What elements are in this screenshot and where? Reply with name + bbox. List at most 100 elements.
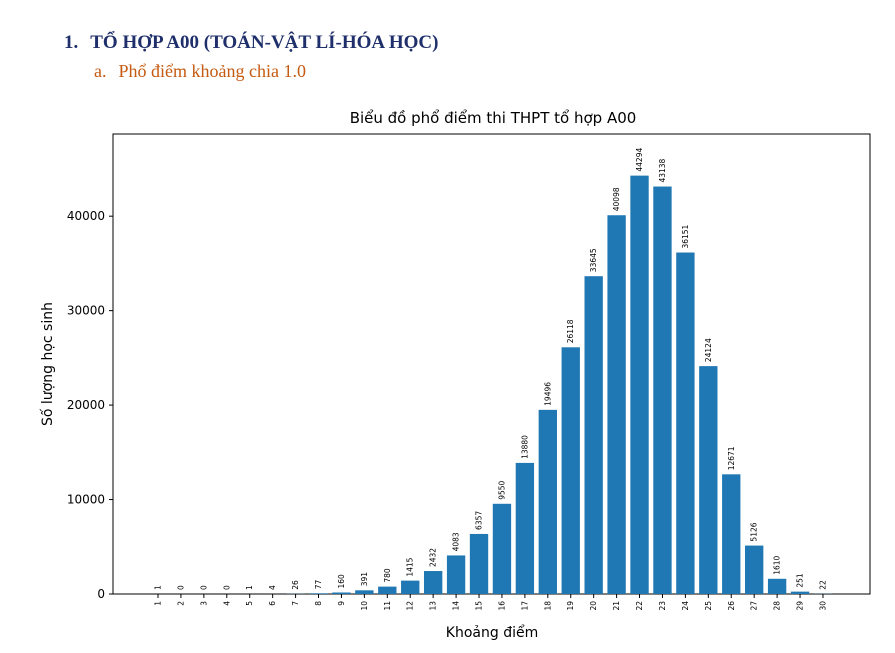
x-tick-label: 24 <box>681 601 690 611</box>
bar-27 <box>745 545 764 594</box>
bar-value-label: 1415 <box>406 557 415 576</box>
bar-value-label: 44294 <box>635 148 644 172</box>
bar-29 <box>790 591 810 594</box>
x-tick-label: 14 <box>452 601 461 611</box>
bar-value-label: 6357 <box>475 511 484 530</box>
bar-25 <box>699 366 718 594</box>
x-tick-label: 5 <box>245 601 254 606</box>
bar-23 <box>653 186 672 595</box>
x-tick-label: 7 <box>291 601 300 606</box>
bar-9 <box>332 592 351 594</box>
x-tick-label: 1 <box>154 601 163 606</box>
bar-12 <box>401 580 420 594</box>
section-subheading-number: a. <box>94 61 107 81</box>
bar-value-label: 2432 <box>429 548 438 567</box>
bar-24 <box>676 252 695 594</box>
x-tick-label: 18 <box>543 601 552 611</box>
bar-10 <box>355 590 374 594</box>
bar-value-label: 24124 <box>704 338 713 362</box>
y-tick-label: 40000 <box>67 209 105 223</box>
bar-value-label: 5126 <box>750 522 759 541</box>
bar-15 <box>469 533 489 594</box>
x-tick-label: 28 <box>773 601 782 611</box>
bar-value-label: 0 <box>176 585 185 590</box>
bar-value-label: 77 <box>314 579 323 589</box>
bar-value-label: 36151 <box>681 224 690 248</box>
section-heading-text: TỔ HỢP A00 (TOÁN-VẬT LÍ-HÓA HỌC) <box>90 32 439 53</box>
x-tick-label: 22 <box>635 601 644 611</box>
y-axis-title: Số lượng học sinh <box>39 302 56 426</box>
x-axis: 1 2 3 4 5 6 7 8 9 10 11 12 13 14 15 16 17 18 19 20 21 22 23 24 2… <box>154 594 827 611</box>
bar-value-label: 1610 <box>773 555 782 574</box>
x-axis-title: Khoảng điểm <box>446 624 538 641</box>
bar-value-label: 4 <box>268 585 277 590</box>
y-tick-label: 10000 <box>67 493 105 507</box>
x-tick-label: 9 <box>337 601 346 606</box>
section-heading: 1. TỔ HỢP A00 (TOÁN-VẬT LÍ-HÓA HỌC) <box>64 32 438 54</box>
x-tick-label: 17 <box>520 601 529 611</box>
x-tick-label: 26 <box>727 601 736 611</box>
x-tick-label: 21 <box>612 601 621 611</box>
bar-value-label: 160 <box>337 574 346 589</box>
bar-11 <box>378 586 397 594</box>
x-tick-label: 4 <box>222 601 231 606</box>
bar-value-label: 0 <box>222 585 231 590</box>
x-tick-label: 20 <box>589 601 598 611</box>
x-tick-label: 11 <box>383 601 392 611</box>
y-tick-label: 0 <box>97 587 105 601</box>
x-tick-label: 12 <box>406 601 415 611</box>
x-tick-label: 19 <box>566 601 575 611</box>
x-tick-label: 30 <box>818 601 827 611</box>
x-tick-label: 10 <box>360 601 369 611</box>
bar-19 <box>561 347 580 594</box>
x-tick-label: 2 <box>176 601 185 606</box>
bar-value-label: 19496 <box>543 382 552 406</box>
y-axis: 0 10000 20000 30000 40000 <box>67 209 113 601</box>
bar-14 <box>446 555 466 594</box>
bar-13 <box>423 571 443 594</box>
bar-value-label: 9550 <box>497 480 506 499</box>
bar-value-label: 1 <box>245 585 254 590</box>
y-tick-label: 30000 <box>67 304 105 318</box>
x-tick-label: 27 <box>750 601 759 611</box>
bars-layer: 1 0 0 0 1 4 26 77 160 391 780 1415 2432 4083 6357 9550 1… <box>148 148 833 595</box>
x-tick-label: 15 <box>475 601 484 611</box>
bar-value-label: 780 <box>383 568 392 583</box>
bar-8 <box>309 593 328 594</box>
bar-value-label: 26 <box>291 580 300 590</box>
plot-area-frame <box>112 133 871 595</box>
x-tick-label: 25 <box>704 601 713 611</box>
bar-value-label: 26118 <box>566 319 575 343</box>
bar-value-label: 13880 <box>520 435 529 459</box>
x-tick-label: 6 <box>268 601 277 606</box>
bar-20 <box>584 276 603 594</box>
section-subheading-text: Phổ điểm khoảng chia 1.0 <box>118 61 306 81</box>
bar-22 <box>630 175 649 594</box>
bar-value-label: 12671 <box>727 446 736 470</box>
y-tick-label: 20000 <box>67 398 105 412</box>
bar-value-label: 1 <box>154 585 163 590</box>
x-tick-label: 23 <box>658 601 667 611</box>
section-subheading: a. Phổ điểm khoảng chia 1.0 <box>94 61 306 82</box>
chart-title: Biểu đồ phổ điểm thi THPT tổ hợp A00 <box>350 109 637 127</box>
x-tick-label: 29 <box>796 601 805 611</box>
bar-value-label: 33645 <box>589 248 598 272</box>
bar-value-label: 43138 <box>658 158 667 182</box>
x-tick-label: 8 <box>314 601 323 606</box>
bar-value-label: 0 <box>199 585 208 590</box>
bar-value-label: 4083 <box>452 532 461 551</box>
bar-17 <box>515 462 535 594</box>
bar-value-label: 22 <box>818 580 827 590</box>
x-tick-label: 3 <box>199 601 208 606</box>
section-heading-number: 1. <box>64 32 79 53</box>
bar-16 <box>492 503 512 594</box>
bar-18 <box>538 409 557 594</box>
bar-value-label: 391 <box>360 572 369 587</box>
bar-value-label: 40098 <box>612 187 621 211</box>
bar-21 <box>607 215 626 594</box>
bar-28 <box>767 578 787 594</box>
bar-26 <box>722 474 741 594</box>
x-tick-label: 16 <box>497 601 506 611</box>
bar-value-label: 251 <box>796 573 805 588</box>
